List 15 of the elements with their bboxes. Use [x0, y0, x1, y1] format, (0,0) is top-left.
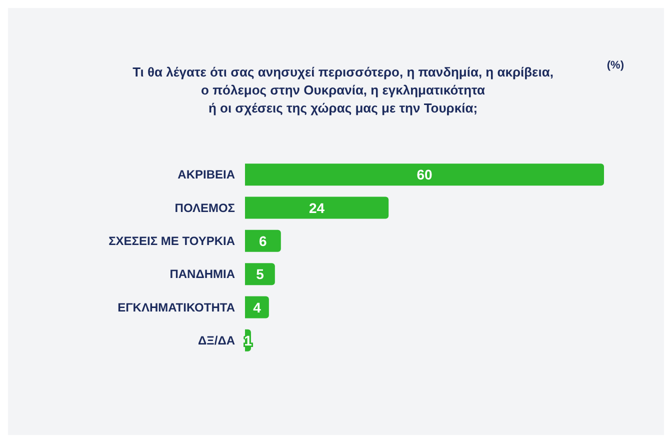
bar — [245, 164, 604, 186]
y-tick-label: ΠΑΝΔΗΜΙΑ — [170, 267, 236, 282]
y-tick-label: ΔΞ/ΔΑ — [198, 333, 236, 348]
y-tick-label: ΕΓΚΛΗΜΑΤΙΚΟΤΗΤΑ — [118, 300, 236, 314]
y-tick-label: ΠΟΛΕΜΟΣ — [174, 200, 235, 215]
data-label: 60 — [416, 166, 432, 183]
data-label: 5 — [256, 266, 264, 282]
y-tick-label: ΑΚΡΙΒΕΙΑ — [178, 168, 236, 182]
data-label: 4 — [253, 299, 262, 316]
data-label: 6 — [259, 232, 268, 249]
chart-title: Τι θα λέγατε ότι σας ανησυχεί περισσότερο, η πανδημία, η ακρίβεια, ο πόλεμος στην Ουκρανία, η εγκληματικότητα ή οι σχέσεις της χώρας μας με την Τουρκία; — [132, 64, 554, 116]
bar — [245, 196, 389, 219]
text: (%) — [606, 60, 624, 72]
data-label: 24 — [309, 200, 325, 216]
y-tick-label: ΣΧΕΣΕΙΣ ΜΕ ΤΟΥΡΚΙΑ — [108, 234, 236, 248]
